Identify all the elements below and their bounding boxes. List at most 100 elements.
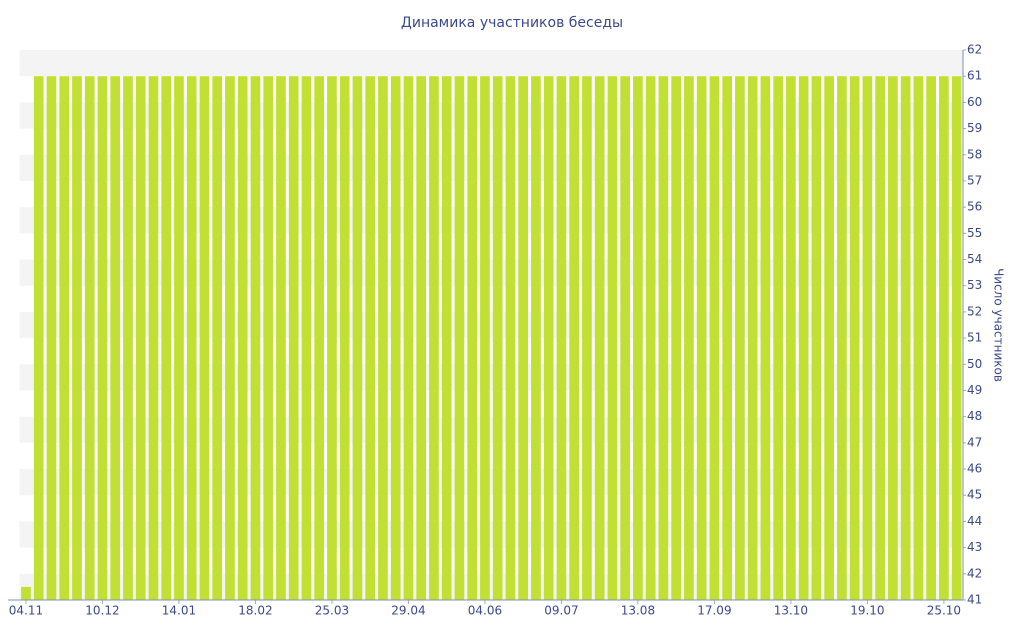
y-tick-label: 59: [967, 121, 982, 135]
bar: [939, 76, 949, 600]
bar: [556, 76, 567, 600]
bar: [607, 76, 618, 600]
bar: [582, 76, 592, 600]
bar: [59, 76, 70, 600]
x-tick-label: 14.01: [162, 604, 196, 618]
bar: [21, 586, 31, 600]
bar: [378, 76, 388, 600]
bar: [212, 76, 223, 600]
bar: [837, 76, 847, 600]
bar: [798, 76, 809, 600]
x-tick-label: 25.10: [927, 604, 961, 618]
bar: [480, 76, 490, 600]
bar: [735, 76, 745, 600]
bar: [237, 76, 248, 600]
grid-band: [19, 207, 964, 234]
y-tick-label: 53: [967, 278, 982, 292]
bar: [276, 76, 286, 600]
bar: [186, 76, 197, 600]
grid-band: [19, 50, 964, 77]
bar: [365, 76, 376, 600]
y-tick-label: 58: [967, 147, 982, 161]
grid-band: [19, 311, 964, 339]
bar: [288, 76, 299, 600]
bar: [110, 76, 121, 600]
y-tick-label: 41: [967, 593, 982, 607]
bar: [760, 76, 771, 600]
grid-band: [19, 521, 964, 548]
bar: [492, 76, 503, 600]
bar: [84, 76, 95, 600]
bar: [722, 76, 732, 600]
bar: [531, 76, 541, 600]
bar: [97, 76, 108, 600]
y-tick-label: 61: [967, 69, 982, 83]
bar: [671, 76, 681, 600]
bar: [403, 76, 414, 600]
bar: [888, 76, 898, 600]
bar: [123, 76, 133, 600]
bar: [696, 76, 707, 600]
bar: [913, 76, 924, 600]
bar: [569, 76, 580, 600]
y-axis-label: Число участников: [992, 268, 1006, 382]
y-tick-label: 62: [967, 43, 982, 57]
bar: [645, 76, 656, 600]
bar: [747, 76, 758, 600]
bar: [594, 76, 605, 600]
grid-band: [19, 416, 964, 443]
bar: [849, 76, 860, 600]
y-tick-label: 49: [967, 383, 982, 397]
grid-band: [19, 364, 964, 391]
bar: [199, 76, 210, 600]
x-tick-label: 25.03: [315, 604, 349, 618]
y-tick-label: 55: [967, 226, 982, 240]
bar: [263, 76, 274, 600]
bar: [174, 76, 184, 600]
chart-title: Динамика участников беседы: [401, 15, 623, 31]
x-tick-label: 10.12: [85, 604, 119, 618]
bar: [339, 76, 350, 600]
bar: [811, 76, 822, 600]
y-tick-label: 45: [967, 488, 982, 502]
grid-band: [19, 469, 964, 496]
bar: [773, 76, 783, 600]
y-tick-label: 44: [967, 514, 982, 528]
x-tick-label: 18.02: [238, 604, 272, 618]
bar: [454, 76, 465, 600]
bar: [46, 76, 57, 600]
grid-band: [19, 259, 964, 286]
y-tick-label: 52: [967, 304, 982, 318]
y-tick-label: 54: [967, 252, 982, 266]
bar: [301, 76, 312, 600]
bar: [518, 76, 529, 600]
x-tick-label: 04.06: [468, 604, 502, 618]
grid-band: [19, 102, 964, 129]
x-tick-label: 19.10: [850, 604, 884, 618]
bar: [327, 76, 337, 600]
bar: [135, 76, 146, 600]
y-tick-label: 47: [967, 435, 982, 449]
x-tick-label: 04.11: [9, 604, 43, 618]
y-tick-label: 57: [967, 173, 982, 187]
y-tick-label: 50: [967, 357, 982, 371]
x-tick-label: 29.04: [391, 604, 425, 618]
bar: [862, 76, 873, 600]
bar: [429, 76, 439, 600]
x-tick-label: 13.08: [621, 604, 655, 618]
bar: [875, 76, 885, 600]
bar: [786, 76, 796, 600]
grid-band: [19, 573, 964, 600]
y-tick-label: 46: [967, 462, 982, 476]
bar: [441, 76, 452, 600]
y-tick-label: 48: [967, 409, 982, 423]
bar: [161, 76, 172, 600]
bar: [467, 76, 478, 600]
y-tick-label: 42: [967, 566, 982, 580]
y-tick-label: 51: [967, 331, 982, 345]
bar: [684, 76, 694, 600]
bar: [709, 76, 720, 600]
bar: [620, 76, 631, 600]
